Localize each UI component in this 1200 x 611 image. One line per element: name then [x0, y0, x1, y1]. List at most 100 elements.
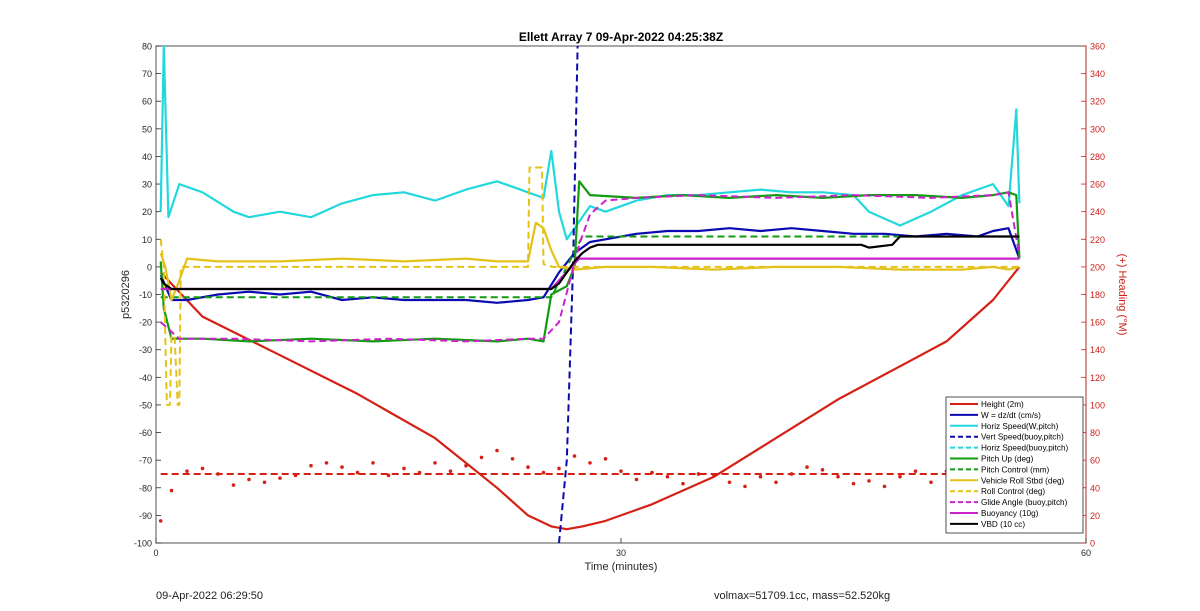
- legend-label: Pitch Control (mm): [981, 465, 1050, 474]
- series-heading-point: [158, 519, 163, 523]
- series-heading-point: [402, 466, 406, 471]
- y-tick-label: -10: [139, 290, 152, 300]
- footer-volmax-mass: volmax=51709.1cc, mass=52.520kg: [714, 590, 891, 602]
- y2-axis-label: (+) Heading (°M): [1116, 254, 1128, 336]
- series-heading-point: [371, 461, 375, 465]
- series-heading-point: [247, 477, 251, 482]
- y2-tick-label: 60: [1090, 456, 1100, 466]
- y2-tick-label: 0: [1090, 539, 1095, 549]
- y-tick-label: 20: [142, 207, 152, 217]
- series-heading-point: [262, 480, 267, 485]
- series-heading-point: [278, 476, 282, 480]
- series-heading-point: [200, 466, 205, 471]
- y2-tick-label: 80: [1090, 428, 1100, 438]
- y2-tick-label: 260: [1090, 180, 1105, 190]
- series-w-dz-dt-cm-s: [159, 227, 1021, 304]
- y-tick-label: 10: [142, 235, 152, 245]
- series-horiz-speed-w-pitch: [159, 44, 1021, 241]
- y-tick-label: 30: [142, 180, 152, 190]
- series-heading-point: [309, 463, 313, 468]
- x-axis-label: Time (minutes): [585, 561, 658, 573]
- series-heading-point: [743, 484, 747, 489]
- series-heading-point: [231, 483, 236, 487]
- y-tick-label: 80: [142, 42, 152, 52]
- y2-tick-label: 240: [1090, 207, 1105, 217]
- series-heading-point: [185, 469, 189, 474]
- series-heading-point: [526, 465, 530, 469]
- series-heading-point: [433, 461, 437, 465]
- series-heading-point: [510, 456, 515, 461]
- y-tick-label: -60: [139, 428, 152, 438]
- x-tick-label: 30: [616, 548, 626, 558]
- y-tick-label: -90: [139, 511, 152, 521]
- legend-label: Pitch Up (deg): [981, 455, 1034, 464]
- y-tick-label: -80: [139, 483, 152, 493]
- series-heading-point: [355, 470, 360, 475]
- y-tick-label: -70: [139, 456, 152, 466]
- series-heading-point: [929, 480, 933, 485]
- y-tick-label: -50: [139, 400, 152, 410]
- legend-label: Glide Angle (buoy,pitch): [981, 498, 1068, 507]
- x-tick-label: 0: [153, 548, 158, 558]
- series-heading-point: [758, 474, 763, 479]
- legend-label: W = dz/dt (cm/s): [981, 411, 1041, 420]
- series-heading-point: [727, 480, 732, 485]
- y-tick-label: 0: [147, 262, 152, 272]
- x-tick-label: 60: [1081, 548, 1091, 558]
- y-tick-label: -40: [139, 373, 152, 383]
- series-height-2m: [159, 266, 1021, 531]
- series-heading-point: [572, 454, 577, 458]
- y2-tick-label: 220: [1090, 235, 1105, 245]
- series-heading-point: [448, 469, 453, 474]
- series-roll-control-deg: [159, 166, 1020, 406]
- y2-tick-label: 180: [1090, 290, 1105, 300]
- y-tick-label: -20: [139, 318, 152, 328]
- y2-tick-label: 280: [1090, 152, 1105, 162]
- series-heading-point: [665, 474, 670, 479]
- series-heading-point: [681, 481, 685, 486]
- series-heading-point: [851, 481, 856, 486]
- legend-label: Horiz Speed(buoy,pitch): [981, 444, 1068, 453]
- y-tick-label: 60: [142, 97, 152, 107]
- series-heading-point: [867, 479, 871, 483]
- series-heading-point: [603, 456, 608, 461]
- legend-label: Buoyancy (10g): [981, 509, 1039, 518]
- series-heading-point: [836, 474, 840, 479]
- y-tick-label: 40: [142, 152, 152, 162]
- series-heading-point: [541, 470, 546, 475]
- series-heading-point: [324, 461, 329, 465]
- series-heading-point: [588, 461, 592, 465]
- y-tick-label: 70: [142, 69, 152, 79]
- y2-tick-label: 100: [1090, 400, 1105, 410]
- y-axis-label: p5320296: [120, 270, 132, 319]
- y2-tick-label: 40: [1090, 483, 1100, 493]
- footer-timestamp: 09-Apr-2022 06:29:50: [156, 590, 264, 602]
- series-heading-point: [479, 455, 484, 460]
- series-vbd-10-cc: [159, 235, 1020, 291]
- series-heading-point: [634, 477, 639, 482]
- series-glide-angle-buoy-pitch: [160, 191, 1021, 343]
- legend-label: Vehicle Roll Stbd (deg): [981, 476, 1065, 485]
- legend-label: Height (2m): [981, 400, 1024, 409]
- y2-tick-label: 20: [1090, 511, 1100, 521]
- series-heading-point: [340, 465, 344, 469]
- y2-tick-label: 360: [1090, 42, 1105, 52]
- series-heading-point: [619, 469, 623, 474]
- plot-area: [155, 45, 1087, 544]
- y2-tick-label: 300: [1090, 124, 1105, 134]
- series-heading-point: [820, 468, 825, 472]
- series-heading-point: [774, 480, 778, 485]
- series-heading-point: [882, 484, 887, 489]
- legend-label: Vert Speed(buoy,pitch): [981, 433, 1064, 442]
- y2-tick-label: 340: [1090, 69, 1105, 79]
- y2-tick-label: 140: [1090, 345, 1105, 355]
- series-heading-point: [464, 463, 468, 468]
- legend-label: Horiz Speed(W,pitch): [981, 422, 1059, 431]
- y2-tick-label: 200: [1090, 262, 1105, 272]
- y2-tick-label: 320: [1090, 97, 1105, 107]
- legend-box: [945, 396, 1084, 534]
- series-vert-speed-buoy-pitch: [558, 45, 579, 544]
- series-heading-point: [913, 469, 918, 474]
- series-heading-point: [805, 465, 809, 469]
